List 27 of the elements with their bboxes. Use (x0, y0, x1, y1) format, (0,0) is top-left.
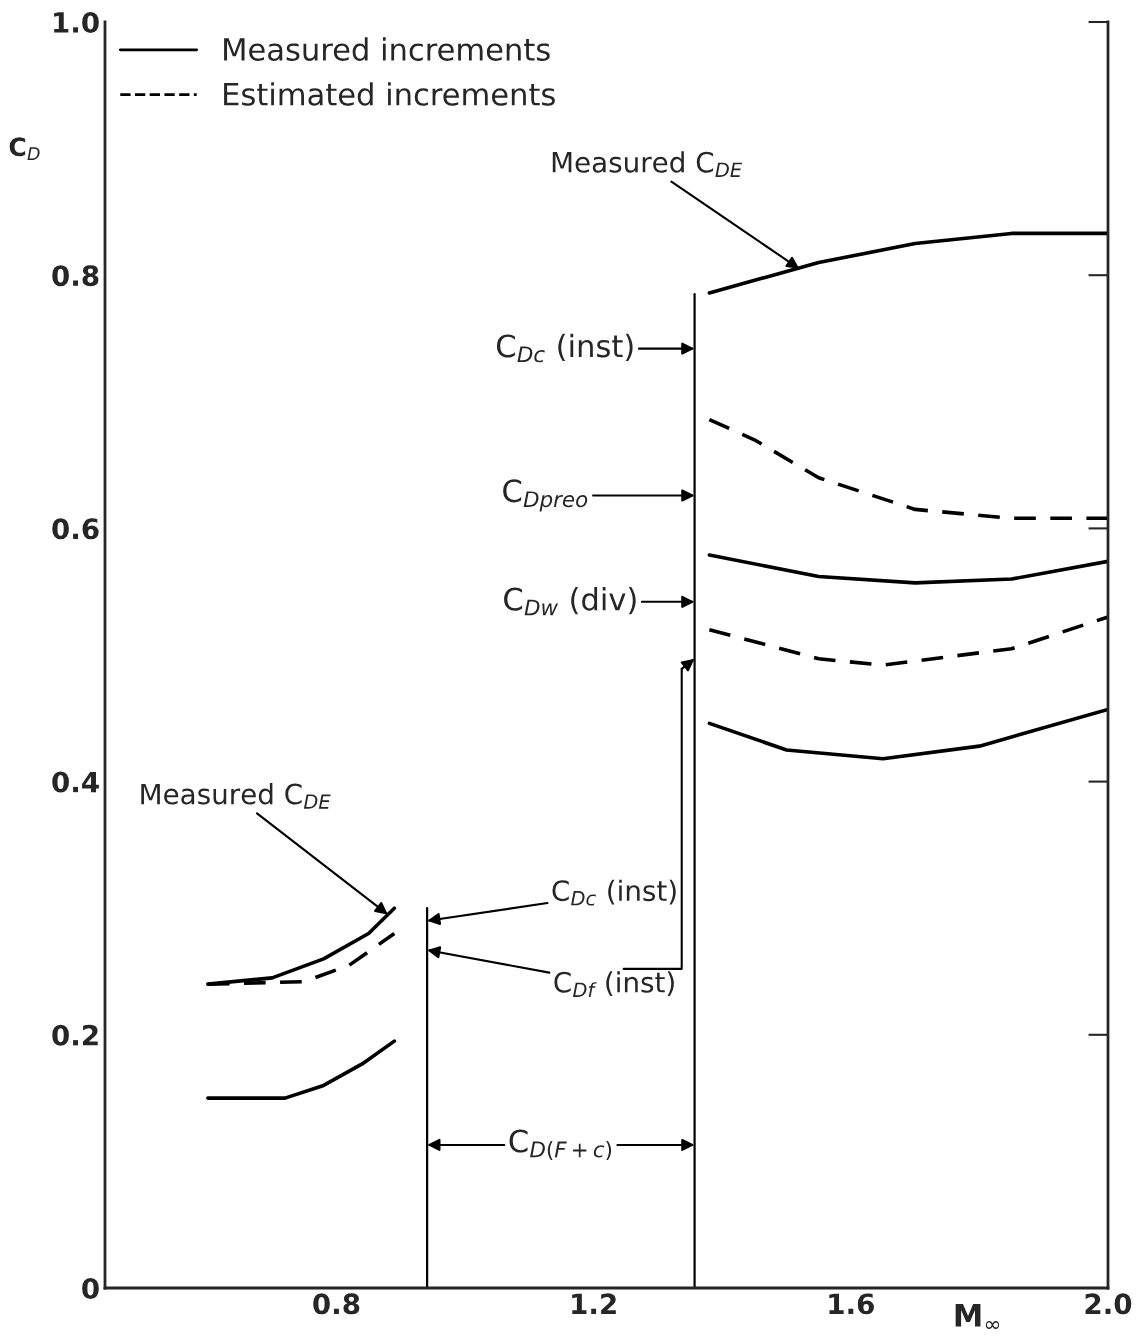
line-series (707, 553, 1108, 585)
line-series (206, 1039, 397, 1100)
y-axis-title: C$_{D}$ (9, 137, 40, 160)
line-series (707, 615, 1108, 667)
x-tick-label: 1.6 (829, 1293, 874, 1315)
y-tick-label: 1.0 (54, 11, 99, 33)
annotation: C$_{Dw}$ (div) (504, 587, 636, 616)
annotation: Measured C$_{DE}$ (141, 783, 331, 809)
x-tick-label: 0.8 (313, 1293, 360, 1315)
annotation: Measured C$_{DE}$ (552, 151, 743, 177)
annotation: C$_{Dc}$ (inst) (496, 333, 633, 363)
annotation: C$_{D(F+c)}$ (509, 1129, 612, 1161)
line-series (707, 707, 1108, 761)
line-series (707, 417, 1108, 521)
x-tick-label: 1.2 (572, 1293, 616, 1314)
x-axis-title: M$_{∞}$ (955, 1304, 1000, 1329)
legend-label: Estimated increments (224, 82, 555, 106)
y-tick-label: 0.6 (52, 518, 99, 540)
legend-label: Measured increments (224, 37, 550, 61)
y-tick-label: 0.8 (52, 265, 99, 287)
y-tick-label: 0.2 (52, 1024, 98, 1046)
y-tick-label: 0.4 (52, 771, 99, 793)
y-tick-label: 0 (82, 1277, 99, 1299)
annotation: C$_{Df}$ (inst) (554, 971, 674, 997)
annotation: C$_{Dc}$ (inst) (552, 879, 676, 906)
x-tick-label: 2.0 (1085, 1293, 1132, 1315)
annotation: C$_{Dpreo}$ (503, 479, 588, 512)
